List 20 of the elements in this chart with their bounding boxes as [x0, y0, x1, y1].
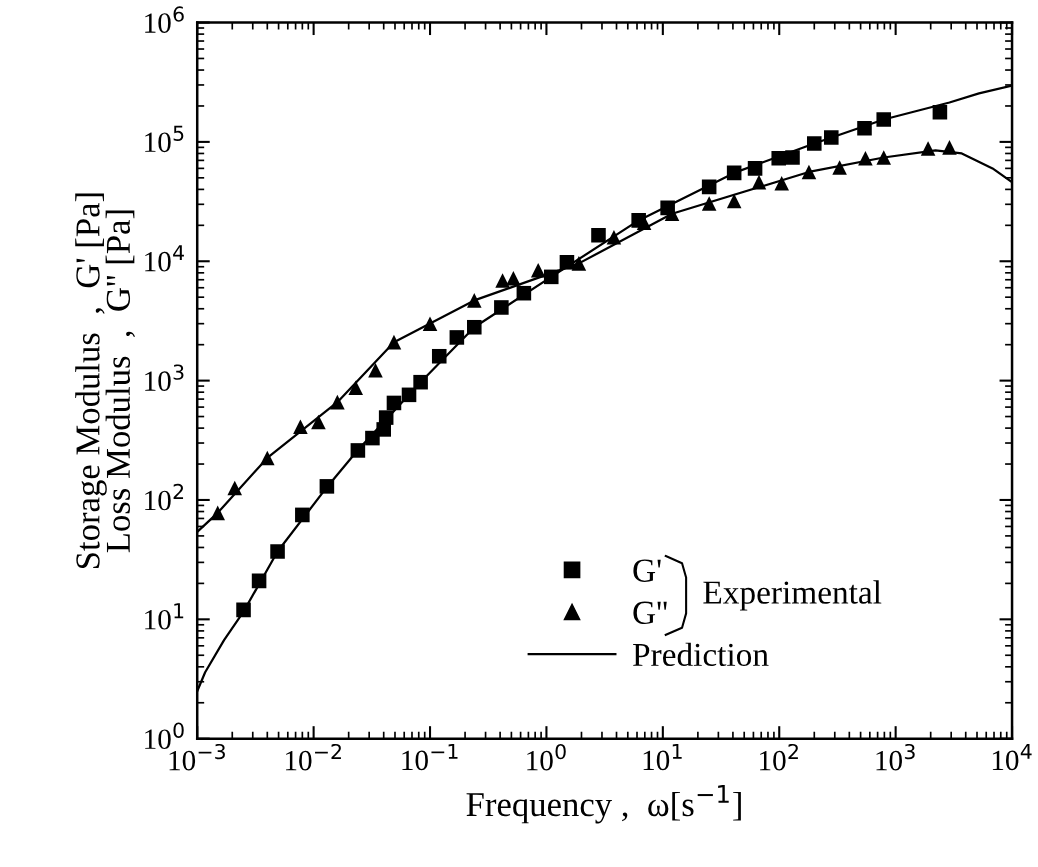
x-tick-label: 10$^{−1}$	[402, 743, 458, 771]
y-tick-label: 10$^{4}$	[145, 245, 184, 272]
x-axis-title: Frequency , ω[s$^{−1}$]	[466, 784, 741, 824]
x-tick-label: 10$^{3}$	[876, 743, 915, 771]
legend-label: G''	[633, 601, 667, 625]
y-tick-label: 10$^{5}$	[145, 125, 184, 153]
y-tick-label: 10$^{1}$	[145, 603, 184, 630]
y-tick-label: 10$^{6}$	[145, 6, 184, 33]
x-tick-label: 10$^{2}$	[760, 743, 798, 771]
y-tick-label: 10$^{2}$	[145, 483, 184, 511]
legend-label: Prediction	[633, 642, 769, 667]
x-tick-label: 10$^{0}$	[527, 743, 566, 771]
x-tick-label: 10$^{1}$	[643, 743, 682, 771]
y-axis-title: Storage Modulus , G' [Pa] Loss Modulus , G'' [Pa]	[75, 193, 136, 569]
y-tick-label: 10$^{3}$	[145, 364, 184, 391]
y-tick-label: 10$^{0}$	[145, 722, 184, 750]
x-tick-label: 10$^{−2}$	[286, 743, 341, 771]
x-tick-label: 10$^{4}$	[992, 743, 1032, 771]
legend-label: G'	[633, 559, 661, 582]
annotation: Experimental	[703, 580, 882, 611]
